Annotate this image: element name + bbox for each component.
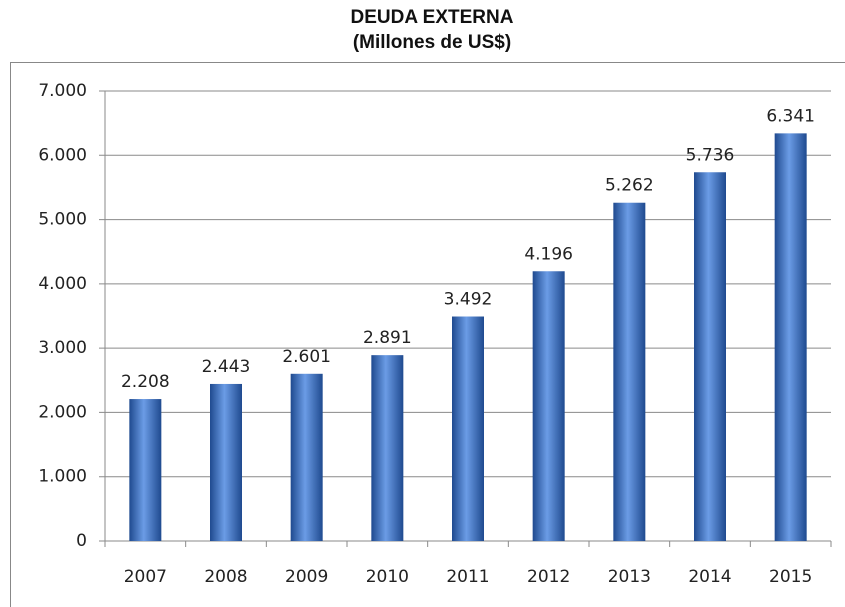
bar <box>532 271 565 541</box>
bar <box>452 316 484 541</box>
value-label: 5.262 <box>605 176 654 196</box>
x-tick-label: 2009 <box>285 567 328 587</box>
y-tick-label: 7.000 <box>38 81 87 101</box>
x-tick-label: 2010 <box>366 567 409 587</box>
value-label: 2.601 <box>282 347 331 367</box>
bar <box>129 399 162 541</box>
bar <box>774 133 807 541</box>
bar <box>210 383 242 541</box>
value-label: 3.492 <box>444 290 493 310</box>
value-label: 2.208 <box>121 372 170 392</box>
bar <box>613 202 646 541</box>
x-tick-label: 2011 <box>446 567 489 587</box>
chart-border <box>10 62 845 607</box>
x-tick-label: 2015 <box>769 567 812 587</box>
chart-subtitle: (Millones de US$) <box>353 32 511 53</box>
y-tick-label: 0 <box>76 531 87 551</box>
value-label: 4.196 <box>524 244 573 264</box>
chart-title: DEUDA EXTERNA <box>351 7 514 28</box>
y-tick-label: 3.000 <box>38 338 87 358</box>
x-tick-label: 2008 <box>204 567 247 587</box>
x-tick-label: 2013 <box>608 567 651 587</box>
y-tick-label: 1.000 <box>38 467 87 487</box>
bar <box>694 172 726 541</box>
y-tick-label: 2.000 <box>38 402 87 422</box>
x-tick-label: 2014 <box>688 567 731 587</box>
value-label: 5.736 <box>686 145 735 165</box>
value-label: 2.891 <box>363 328 412 348</box>
y-tick-label: 6.000 <box>38 145 87 165</box>
bar <box>371 355 404 541</box>
value-label: 6.341 <box>766 106 815 126</box>
x-tick-label: 2012 <box>527 567 570 587</box>
bar <box>290 373 323 541</box>
x-tick-label: 2007 <box>124 567 167 587</box>
y-tick-label: 5.000 <box>38 210 87 230</box>
value-label: 2.443 <box>202 357 251 377</box>
y-tick-label: 4.000 <box>38 274 87 294</box>
